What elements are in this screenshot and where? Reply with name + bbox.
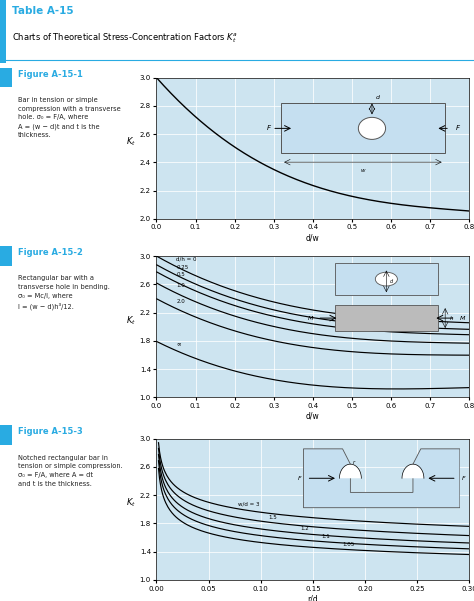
- Bar: [0, 68, 12, 87]
- Text: w/d = 3: w/d = 3: [237, 501, 259, 506]
- Text: 2.0: 2.0: [176, 299, 185, 304]
- X-axis label: r/d: r/d: [308, 594, 318, 601]
- Text: Figure A-15-1: Figure A-15-1: [18, 70, 82, 79]
- Text: Figure A-15-2: Figure A-15-2: [18, 248, 82, 257]
- Y-axis label: $K_t$: $K_t$: [126, 136, 136, 148]
- Text: Table A-15: Table A-15: [12, 7, 73, 16]
- Bar: [0, 0, 6, 63]
- Text: 1.1: 1.1: [322, 534, 330, 539]
- Text: 1.5: 1.5: [269, 514, 277, 520]
- Text: 0.5: 0.5: [176, 272, 185, 278]
- Text: 1.05: 1.05: [343, 542, 355, 547]
- Y-axis label: $K_t$: $K_t$: [126, 497, 136, 509]
- Text: Charts of Theoretical Stress-Concentration Factors $K_t^a$: Charts of Theoretical Stress-Concentrati…: [12, 31, 238, 45]
- Bar: [0, 425, 12, 445]
- Text: ∞: ∞: [176, 341, 181, 346]
- Text: Rectangular bar with a
transverse hole in bending.
σ₀ = Mc/I, where
I = (w − d)h: Rectangular bar with a transverse hole i…: [18, 275, 109, 310]
- Text: 0.25: 0.25: [176, 266, 189, 270]
- Text: Bar in tension or simple
compression with a transverse
hole. σ₀ = F/A, where
A =: Bar in tension or simple compression wit…: [18, 97, 120, 138]
- Text: 1.0: 1.0: [176, 284, 185, 288]
- Bar: [0, 246, 12, 266]
- X-axis label: d/w: d/w: [306, 233, 320, 242]
- Text: 1.2: 1.2: [300, 526, 309, 531]
- X-axis label: d/w: d/w: [306, 412, 320, 421]
- Text: Notched rectangular bar in
tension or simple compression.
σ₀ = F/A, where A = dt: Notched rectangular bar in tension or si…: [18, 455, 122, 487]
- Text: d/h = 0: d/h = 0: [176, 257, 197, 262]
- Text: Figure A-15-3: Figure A-15-3: [18, 427, 82, 436]
- Y-axis label: $K_t$: $K_t$: [126, 314, 136, 327]
